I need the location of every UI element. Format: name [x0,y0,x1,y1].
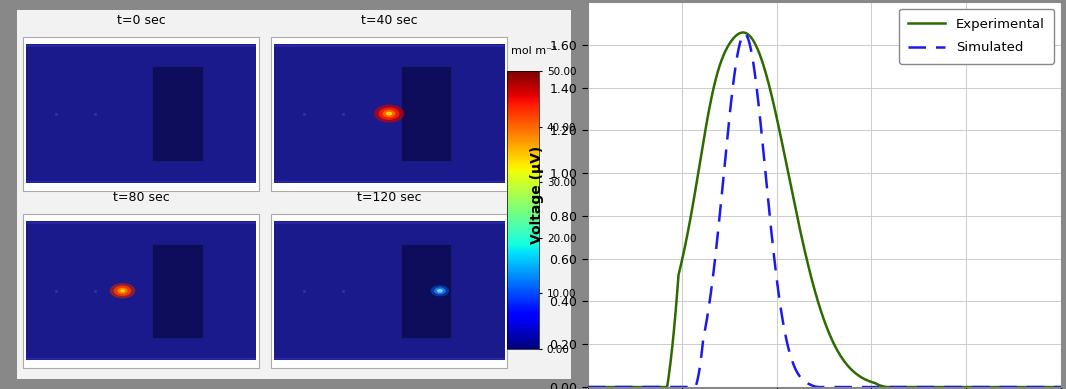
FancyBboxPatch shape [22,37,259,191]
Experimental [635,385,648,389]
Line: Experimental: Experimental [587,33,1061,387]
Experimental [784,178,796,182]
Text: t=0 sec: t=0 sec [116,14,165,27]
Experimental [1045,385,1057,389]
Simulated [995,385,1007,389]
Simulated [581,385,594,389]
Simulated [784,350,796,355]
Text: t=40 sec: t=40 sec [360,14,418,27]
FancyBboxPatch shape [271,214,507,368]
Experimental [663,367,676,371]
Simulated [739,32,752,37]
Simulated [763,208,776,213]
Experimental [581,385,594,389]
FancyBboxPatch shape [271,37,507,191]
Experimental [1054,385,1066,389]
Y-axis label: Voltage (μV): Voltage (μV) [530,145,544,244]
Experimental [737,30,749,35]
Simulated [1054,385,1066,389]
Text: t=120 sec: t=120 sec [357,191,421,204]
Simulated [635,385,648,389]
Experimental [763,83,776,88]
Text: t=80 sec: t=80 sec [113,191,169,204]
Text: mol m⁻³: mol m⁻³ [511,46,556,56]
Simulated [663,385,676,389]
FancyBboxPatch shape [17,10,571,379]
Experimental [995,385,1007,389]
FancyBboxPatch shape [22,214,259,368]
Legend: Experimental, Simulated: Experimental, Simulated [900,9,1054,63]
Simulated [1045,385,1057,389]
Line: Simulated: Simulated [587,34,1061,387]
